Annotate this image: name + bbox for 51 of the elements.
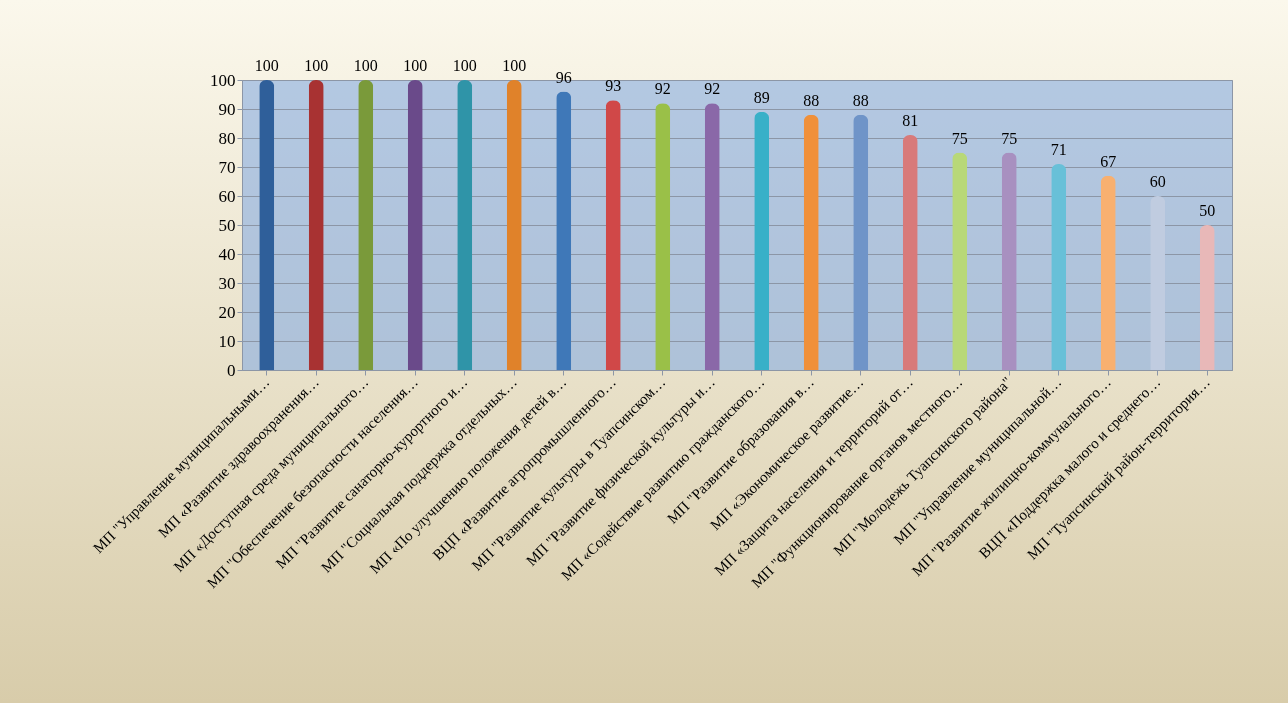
- bar: [754, 111, 770, 370]
- bar: [457, 80, 473, 370]
- data-label: 100: [452, 57, 477, 74]
- y-tick-label: 80: [218, 128, 236, 148]
- y-tick-label: 60: [218, 186, 236, 206]
- data-label: 50: [1199, 202, 1216, 219]
- data-label: 60: [1149, 173, 1166, 190]
- data-label: 100: [502, 57, 527, 74]
- data-label: 88: [803, 91, 820, 109]
- bar: [605, 100, 621, 370]
- bar: [655, 103, 671, 370]
- data-label: 89: [753, 88, 770, 106]
- data-label: 93: [605, 77, 622, 95]
- bar: [1150, 196, 1166, 370]
- bar: [704, 103, 720, 370]
- data-label: 88: [852, 91, 869, 109]
- y-tick-label: 70: [218, 157, 236, 177]
- bar: [1051, 164, 1067, 370]
- bar: [1100, 175, 1116, 370]
- data-label: 75: [951, 129, 968, 147]
- bar: [308, 80, 324, 370]
- bar: [853, 114, 869, 370]
- y-tick-label: 40: [218, 244, 236, 264]
- data-label: 100: [254, 57, 279, 74]
- data-label: 75: [1001, 129, 1018, 147]
- data-label: 92: [654, 80, 671, 98]
- bar: [259, 80, 275, 370]
- bar: [556, 91, 572, 370]
- data-label: 67: [1100, 152, 1117, 170]
- data-label: 81: [902, 112, 919, 130]
- bar: [506, 80, 522, 370]
- bar: [803, 114, 819, 370]
- y-tick-label: 20: [218, 302, 236, 322]
- data-label: 100: [403, 57, 428, 74]
- data-label: 100: [353, 57, 378, 74]
- y-tick-label: 50: [218, 215, 236, 235]
- data-label: 92: [704, 80, 721, 98]
- data-label: 71: [1050, 141, 1067, 159]
- bar: [1199, 225, 1215, 370]
- bar: [902, 135, 918, 370]
- y-tick-label: 90: [218, 99, 236, 119]
- y-tick-label: 0: [227, 360, 236, 380]
- y-tick-label: 30: [218, 273, 236, 293]
- data-label: 96: [555, 68, 572, 86]
- bar: [1001, 152, 1017, 370]
- bar: [358, 80, 374, 370]
- bar: [952, 152, 968, 370]
- y-tick-label: 10: [218, 331, 236, 351]
- bar: [407, 80, 423, 370]
- y-tick-label: 100: [210, 70, 236, 90]
- data-label: 100: [304, 57, 329, 74]
